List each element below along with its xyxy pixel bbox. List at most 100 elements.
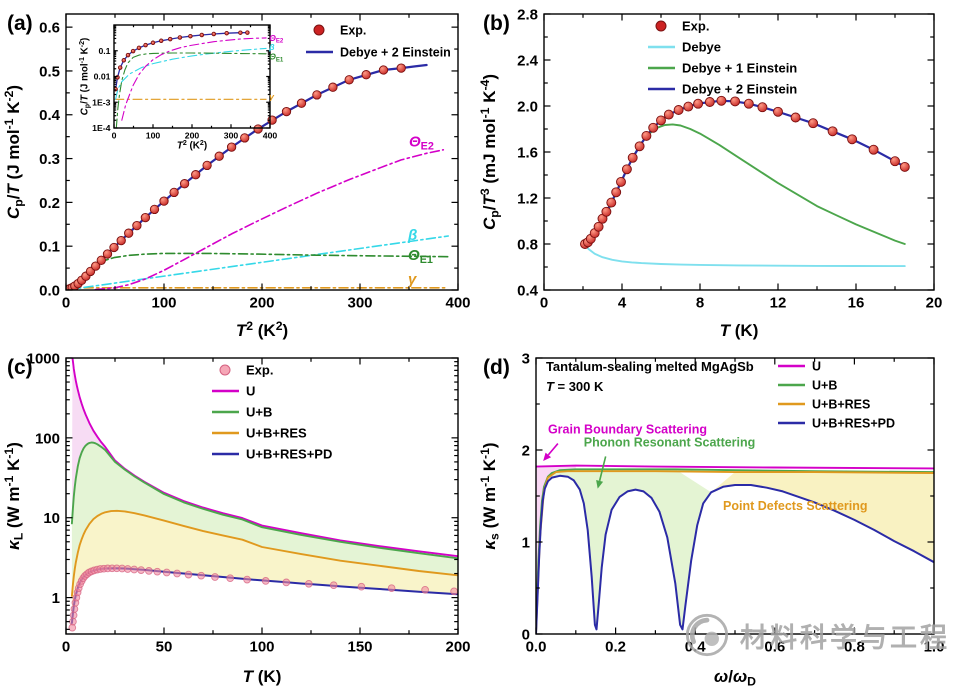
svg-text:0.01: 0.01 bbox=[94, 72, 111, 82]
svg-text:100: 100 bbox=[35, 430, 60, 447]
svg-text:150: 150 bbox=[347, 639, 372, 656]
svg-text:0.0: 0.0 bbox=[39, 282, 60, 299]
svg-text:ΘE2: ΘE2 bbox=[409, 133, 434, 152]
svg-text:3: 3 bbox=[522, 350, 530, 367]
svg-text:(b): (b) bbox=[483, 12, 510, 35]
svg-text:0.6: 0.6 bbox=[39, 20, 60, 37]
svg-text:Cp/T (J mol-1 K-2): Cp/T (J mol-1 K-2) bbox=[78, 38, 92, 116]
svg-text:ΘE1: ΘE1 bbox=[408, 247, 433, 266]
svg-text:U+B+RES+PD: U+B+RES+PD bbox=[246, 447, 332, 462]
svg-text:Debye + 2 Einstein: Debye + 2 Einstein bbox=[682, 82, 797, 97]
svg-text:Debye + 2 Einstein: Debye + 2 Einstein bbox=[340, 46, 451, 60]
svg-text:100: 100 bbox=[151, 295, 176, 312]
svg-text:10: 10 bbox=[43, 510, 60, 527]
svg-text:1E-4: 1E-4 bbox=[92, 123, 111, 133]
svg-text:0.2: 0.2 bbox=[39, 195, 60, 212]
svg-text:U+B: U+B bbox=[246, 405, 272, 420]
svg-text:0: 0 bbox=[522, 626, 530, 643]
svg-text:300: 300 bbox=[224, 130, 239, 140]
svg-text:20: 20 bbox=[926, 295, 943, 312]
svg-text:0.0: 0.0 bbox=[526, 639, 547, 656]
svg-text:β: β bbox=[268, 42, 274, 52]
svg-text:100: 100 bbox=[249, 639, 274, 656]
svg-text:ΘE2: ΘE2 bbox=[269, 33, 284, 45]
svg-text:0.1: 0.1 bbox=[98, 46, 110, 56]
svg-text:T = 300 K: T = 300 K bbox=[546, 379, 604, 394]
svg-text:0.2: 0.2 bbox=[605, 639, 626, 656]
svg-text:γ: γ bbox=[408, 271, 418, 288]
svg-text:κs (W m-1 K-1): κs (W m-1 K-1) bbox=[480, 442, 501, 549]
svg-text:0.4: 0.4 bbox=[517, 282, 539, 299]
panel-a-svg: 0 100 200 300 400 0.0 0.1 0.2 0.3 0.4 0.5 0.6 T2 (K2… bbox=[2, 12, 471, 340]
svg-text:Grain Boundary Scattering: Grain Boundary Scattering bbox=[548, 422, 707, 436]
panel-c-svg: 0 50 100 150 200 1 10 100 1000 T (K) κL (W m-1 K-1… bbox=[2, 350, 471, 686]
svg-text:0: 0 bbox=[540, 295, 548, 312]
svg-text:50: 50 bbox=[156, 639, 173, 656]
svg-text:T (K): T (K) bbox=[720, 321, 759, 340]
svg-text:U+B: U+B bbox=[812, 379, 837, 393]
svg-text:0: 0 bbox=[112, 130, 117, 140]
svg-text:T2 (K2): T2 (K2) bbox=[236, 319, 288, 340]
svg-text:0.3: 0.3 bbox=[39, 151, 60, 168]
svg-text:T (K): T (K) bbox=[243, 667, 282, 686]
panel-a-inset-chart: 0 100 200 300 400 0.1 0.01 1E-3 1E-4 T2 (K2) Cp/T … bbox=[78, 20, 294, 152]
svg-text:U+B+RES: U+B+RES bbox=[812, 398, 870, 412]
svg-text:200: 200 bbox=[185, 130, 200, 140]
svg-text:Cp/T (J mol-1 K-2): Cp/T (J mol-1 K-2) bbox=[4, 85, 25, 219]
svg-text:U+B+RES: U+B+RES bbox=[246, 426, 307, 441]
svg-text:ω/ωD: ω/ωD bbox=[714, 667, 756, 688]
watermark: 材料科学与工程 bbox=[684, 612, 950, 658]
svg-text:200: 200 bbox=[249, 295, 274, 312]
svg-text:Tantalum-sealing melted MgAgSb: Tantalum-sealing melted MgAgSb bbox=[546, 359, 754, 374]
svg-text:100: 100 bbox=[146, 130, 161, 140]
svg-text:Debye + 1 Einstein: Debye + 1 Einstein bbox=[682, 61, 797, 76]
svg-text:U: U bbox=[812, 360, 821, 374]
svg-text:(a): (a) bbox=[7, 12, 33, 35]
watermark-logo bbox=[685, 613, 729, 657]
svg-text:1.0: 1.0 bbox=[924, 639, 945, 656]
watermark-text: 材料科学与工程 bbox=[740, 622, 950, 654]
svg-text:4: 4 bbox=[618, 295, 627, 312]
svg-text:κL (W m-1 K-1): κL (W m-1 K-1) bbox=[4, 442, 25, 550]
svg-text:8: 8 bbox=[696, 295, 704, 312]
panel-a-inset-svg: 0 100 200 300 400 0.1 0.01 1E-3 1E-4 T2 (K2) Cp/T … bbox=[78, 24, 284, 152]
svg-text:U: U bbox=[246, 384, 255, 399]
svg-text:Point Defects Scattering: Point Defects Scattering bbox=[723, 499, 867, 513]
svg-text:16: 16 bbox=[848, 295, 865, 312]
svg-text:300: 300 bbox=[347, 295, 372, 312]
svg-text:Exp.: Exp. bbox=[246, 363, 273, 378]
svg-text:1000: 1000 bbox=[27, 350, 60, 367]
svg-text:1.6: 1.6 bbox=[517, 144, 538, 161]
svg-text:0.5: 0.5 bbox=[39, 63, 60, 80]
svg-text:ΘE1: ΘE1 bbox=[269, 52, 284, 64]
svg-text:Exp.: Exp. bbox=[340, 24, 366, 38]
svg-text:1: 1 bbox=[522, 534, 530, 551]
panel-b-chart: 0 4 8 12 16 20 0.4 0.8 1.2 1.6 2.0 2.4 2.8 T (K) Cp/T3… bbox=[478, 4, 948, 342]
svg-text:Cp/T3 (mJ mol-1 K-4): Cp/T3 (mJ mol-1 K-4) bbox=[480, 74, 501, 230]
svg-text:2: 2 bbox=[522, 442, 530, 459]
svg-text:(c): (c) bbox=[7, 356, 33, 379]
svg-text:β: β bbox=[407, 227, 417, 244]
panel-d-chart: 0.0 0.2 0.4 0.6 0.8 1.0 0 1 2 3 ω/ωD κs (W m-1 K-1)… bbox=[478, 348, 948, 688]
svg-text:(d): (d) bbox=[483, 356, 510, 379]
svg-text:0: 0 bbox=[62, 295, 70, 312]
panel-c-chart: 0 50 100 150 200 1 10 100 1000 T (K) κL (W m-1 K-1… bbox=[2, 348, 474, 688]
svg-text:0: 0 bbox=[62, 639, 70, 656]
svg-text:200: 200 bbox=[445, 639, 470, 656]
svg-text:1: 1 bbox=[52, 590, 60, 607]
svg-text:2.0: 2.0 bbox=[517, 98, 538, 115]
svg-text:0.4: 0.4 bbox=[39, 107, 61, 124]
svg-text:12: 12 bbox=[770, 295, 787, 312]
svg-text:Exp.: Exp. bbox=[682, 19, 709, 34]
svg-text:0.8: 0.8 bbox=[844, 639, 865, 656]
svg-text:T2 (K2): T2 (K2) bbox=[177, 139, 207, 152]
svg-text:Debye: Debye bbox=[682, 40, 721, 55]
svg-text:0.1: 0.1 bbox=[39, 239, 60, 256]
svg-text:U+B+RES+PD: U+B+RES+PD bbox=[812, 417, 895, 431]
svg-text:1E-3: 1E-3 bbox=[92, 97, 111, 107]
svg-text:1.2: 1.2 bbox=[517, 190, 538, 207]
svg-text:400: 400 bbox=[263, 130, 278, 140]
svg-text:400: 400 bbox=[445, 295, 470, 312]
svg-text:0.8: 0.8 bbox=[517, 236, 538, 253]
